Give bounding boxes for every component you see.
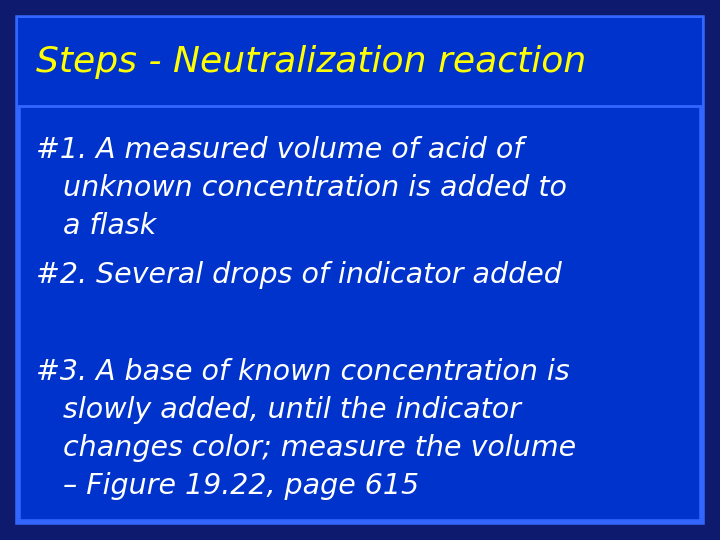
Text: #3. A base of known concentration is
   slowly added, until the indicator
   cha: #3. A base of known concentration is slo… — [36, 358, 576, 500]
Text: Steps - Neutralization reaction: Steps - Neutralization reaction — [36, 45, 586, 79]
Bar — [18, 18, 702, 106]
Text: #2. Several drops of indicator added: #2. Several drops of indicator added — [36, 261, 562, 289]
Text: #1. A measured volume of acid of
   unknown concentration is added to
   a flask: #1. A measured volume of acid of unknown… — [36, 136, 567, 240]
